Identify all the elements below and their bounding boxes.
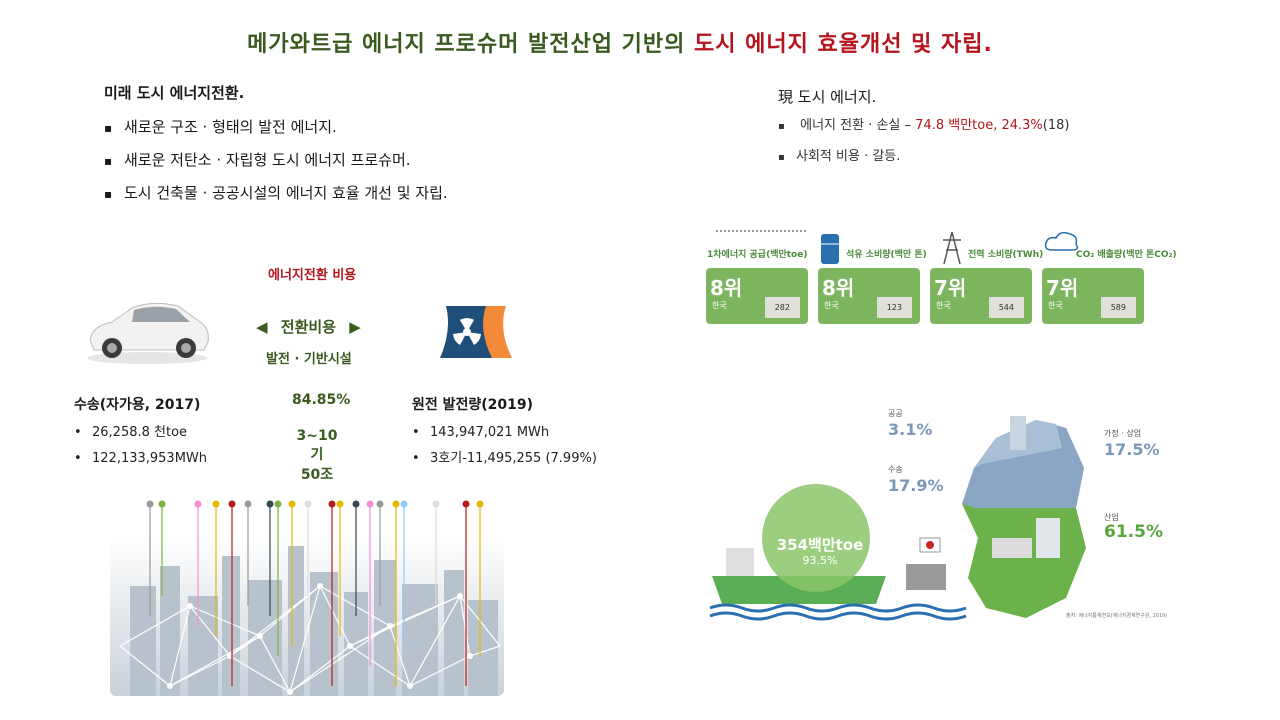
ranking-label: 전력 소비량(TWh) <box>968 250 1044 260</box>
future-bullet: 새로운 저탄소 · 자립형 도시 에너지 프로슈머. <box>104 144 448 177</box>
dotted-divider <box>716 230 806 234</box>
future-bullet: 도시 건축물 · 공공시설의 에너지 효율 개선 및 자립. <box>104 177 448 210</box>
map-public-pct: 3.1% <box>888 420 933 439</box>
map-home-pct: 17.5% <box>1104 440 1160 459</box>
future-section: 미래 도시 에너지전환. 새로운 구조 · 형태의 발전 에너지. 새로운 저탄… <box>104 82 448 210</box>
future-bullet: 새로운 구조 · 형태의 발전 에너지. <box>104 111 448 144</box>
transition-sublabel: 발전 · 기반시설 <box>266 352 352 367</box>
loss-year: (18) <box>1042 118 1070 133</box>
cost-value: 50조 <box>300 467 334 483</box>
map-import-value: 354백만toe <box>776 536 864 554</box>
ranking-rank: 8위 <box>822 276 855 300</box>
transport-title: 수송(자가용, 2017) <box>74 397 201 413</box>
transition-label: 전환비용 <box>280 318 336 336</box>
transition-cost-label: ◀ 전환비용 ▶ <box>256 316 361 337</box>
ranking-label: CO₂ 배출량(백만 톤CO₂) <box>1076 250 1177 260</box>
current-heading: 現 도시 에너지. <box>778 88 877 106</box>
car-icon <box>87 302 209 364</box>
left-arrow-icon: ◀ <box>256 318 268 336</box>
transition-range: 3~10기 50조 <box>292 428 342 484</box>
map-industry-pct: 61.5% <box>1104 522 1163 542</box>
nuclear-item: 143,947,021 MWh <box>412 420 597 446</box>
map-industry-label: 산업 <box>1104 513 1119 522</box>
title-main: 메가와트급 에너지 프로슈머 발전산업 기반의 <box>247 32 694 57</box>
ranking-value: 123 <box>876 297 912 318</box>
ranking-country: 한국 <box>1048 301 1063 310</box>
ranking-country: 한국 <box>936 301 951 310</box>
transport-stats: 수송(자가용, 2017) 26,258.8 천toe 122,133,953M… <box>74 394 207 472</box>
ranking-card-primary-energy: 8위 한국 282 <box>706 268 808 324</box>
loss-value: 74.8 백만toe, 24.3% <box>915 118 1043 133</box>
ranking-rank: 8위 <box>710 276 743 300</box>
ranking-card-electricity: 7위 한국 544 <box>930 268 1032 324</box>
map-import-pct: 93.5% <box>802 554 838 567</box>
ranking-country: 한국 <box>712 301 727 310</box>
ranking-card-co2: 7위 한국 589 <box>1042 268 1144 324</box>
map-home-label: 가정 · 상업 <box>1104 429 1142 438</box>
current-bullet-loss: 에너지 전환 · 손실 – 74.8 백만toe, 24.3%(18) <box>778 111 1069 142</box>
nuclear-plant-icon <box>440 306 512 358</box>
transition-pct: 84.85% <box>292 392 351 408</box>
range-value: 3~10기 <box>296 428 338 463</box>
nuclear-item: 3호기-11,495,255 (7.99%) <box>412 446 597 472</box>
transition-heading: 에너지전환 비용 <box>268 268 357 283</box>
current-section: 現 도시 에너지. 에너지 전환 · 손실 – 74.8 백만toe, 24.3… <box>778 86 1069 173</box>
future-heading: 미래 도시 에너지전환. <box>104 84 245 102</box>
power-tower-icon <box>943 231 961 265</box>
city-network-illustration <box>110 500 504 696</box>
map-transport-pct: 17.9% <box>888 476 944 495</box>
ranking-value: 589 <box>1100 297 1136 318</box>
ranking-card-oil: 8위 한국 123 <box>818 268 920 324</box>
map-public-label: 공공 <box>888 409 903 418</box>
loss-prefix: 에너지 전환 · 손실 – <box>800 118 916 133</box>
ranking-label: 1차에너지 공급(백만toe) <box>707 250 808 260</box>
nuclear-title: 원전 발전량(2019) <box>412 397 534 413</box>
transport-item: 26,258.8 천toe <box>74 420 207 446</box>
map-source: 출처: 에너지통계연보(에너지경제연구원, 2019) <box>1066 613 1168 619</box>
page-title: 메가와트급 에너지 프로슈머 발전산업 기반의 도시 에너지 효율개선 및 자립… <box>0 26 1240 58</box>
nuclear-stats: 원전 발전량(2019) 143,947,021 MWh 3호기-11,495,… <box>412 394 597 472</box>
oil-barrel-icon <box>821 234 839 264</box>
ranking-value: 544 <box>988 297 1024 318</box>
ranking-country: 한국 <box>824 301 839 310</box>
ranking-rank: 7위 <box>934 276 967 300</box>
map-transport-label: 수송 <box>888 465 903 474</box>
current-bullet-social: 사회적 비용 · 갈등. <box>778 142 1069 173</box>
right-arrow-icon: ▶ <box>349 318 361 336</box>
co2-cloud-icon <box>1044 231 1079 251</box>
ranking-rank: 7위 <box>1046 276 1079 300</box>
title-highlight: 도시 에너지 효율개선 및 자립. <box>693 32 993 57</box>
transport-item: 122,133,953MWh <box>74 446 207 472</box>
korea-energy-map <box>709 416 1086 621</box>
ranking-value: 282 <box>764 297 800 318</box>
ranking-label: 석유 소비량(백만 톤) <box>846 250 927 260</box>
